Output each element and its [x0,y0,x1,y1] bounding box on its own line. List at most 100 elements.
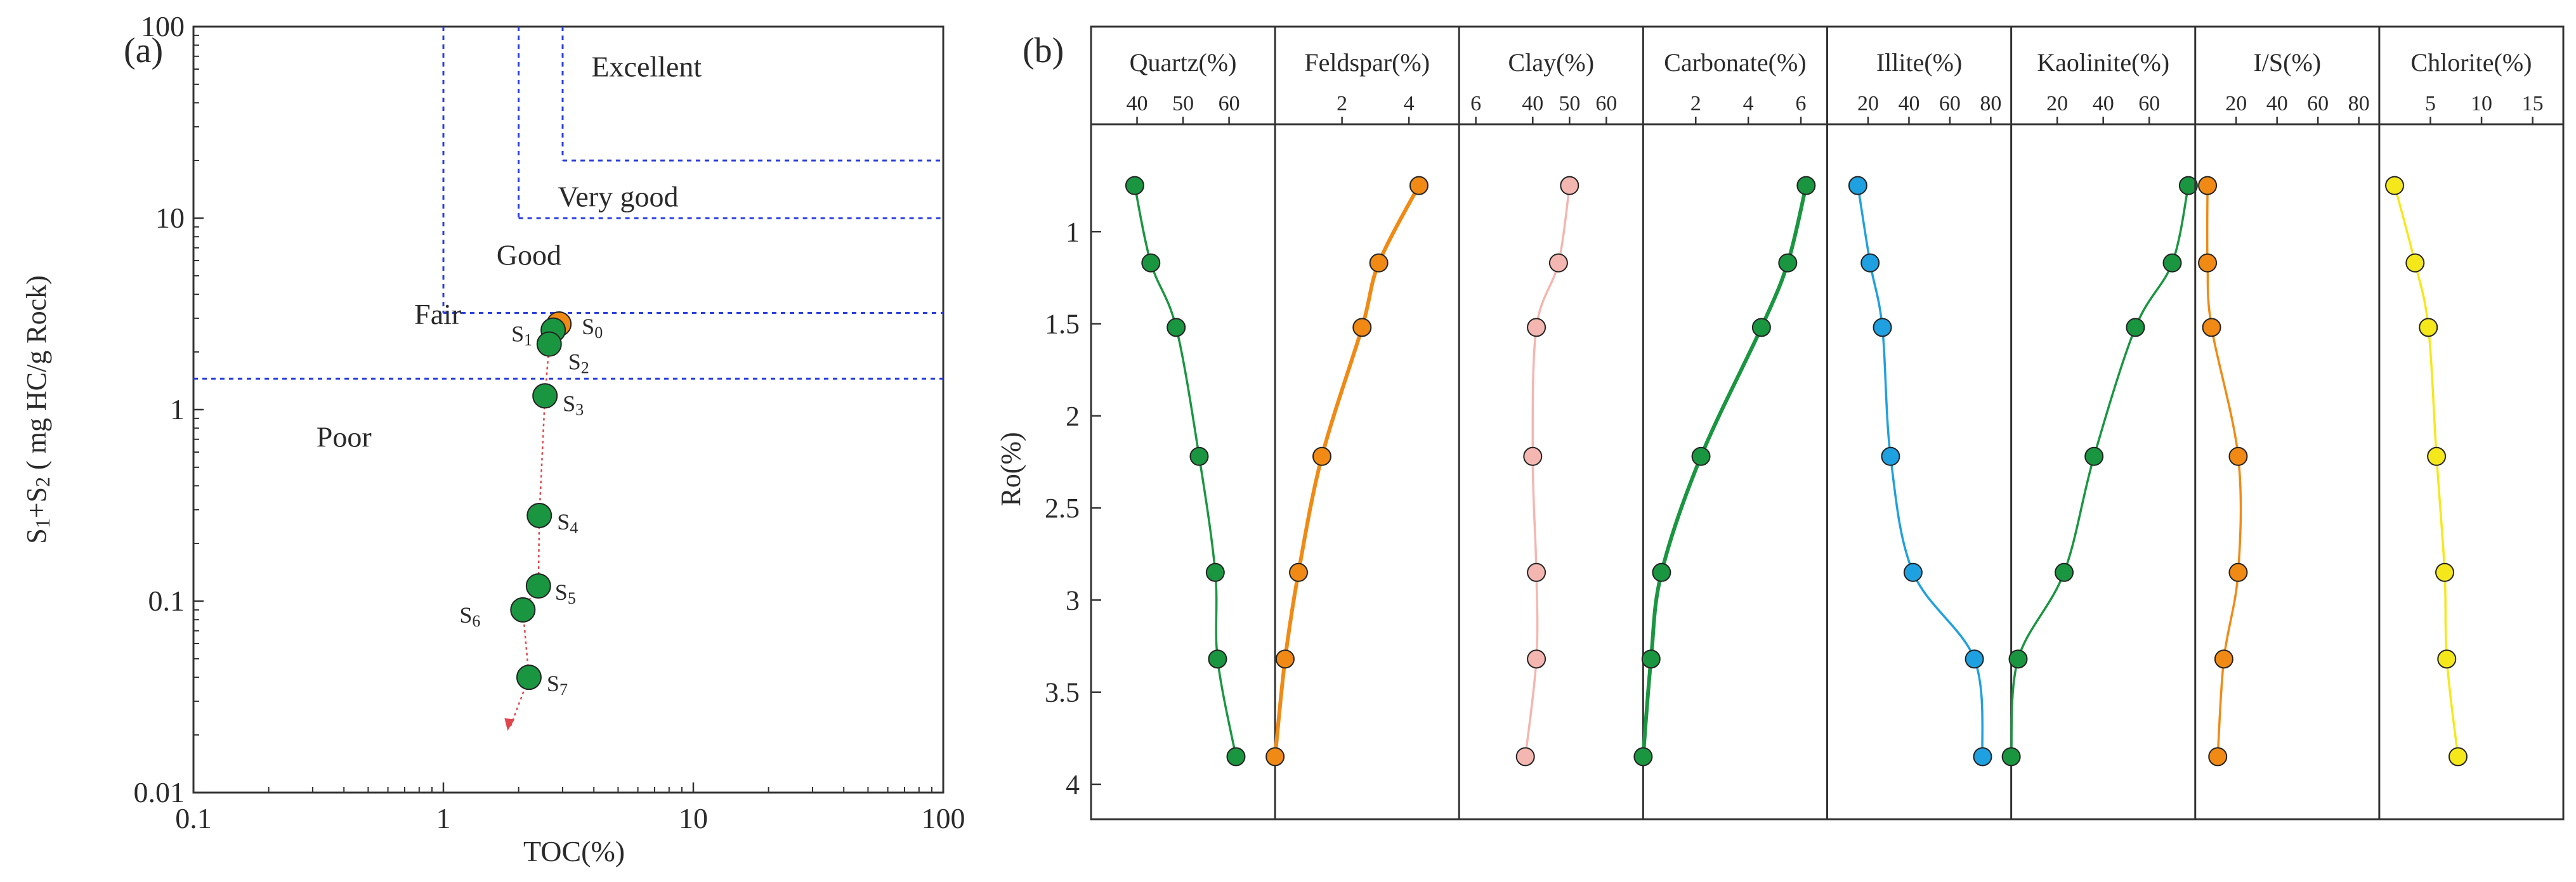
grade-boundaries [193,27,943,380]
sample-label: S5 [555,580,576,607]
track-point [2208,747,2228,767]
x-tick-label: 0.1 [175,802,212,834]
track-curve [1857,185,1984,757]
track-tick-label: 40 [1898,92,1919,115]
track-point [2448,747,2468,767]
track-tick-label: 40 [2093,92,2114,115]
track-point [1527,562,1546,582]
track-point [1652,562,1671,582]
track-tick-label: 15 [2522,92,2544,115]
track-tick-label: 20 [2046,92,2068,115]
panel-b-label: (b) [1023,31,1064,70]
track-point [1641,649,1661,669]
track-tick-label: 4 [1743,92,1754,115]
sample-point-s2 [536,331,562,357]
track-title: I/S(%) [2253,48,2321,77]
track-point [2162,253,2182,273]
track-title: Carbonate(%) [1664,48,1806,77]
track-curve [1273,185,1421,757]
grade-label: Fair [414,298,461,330]
y-tick-label: 0.1 [148,585,185,617]
track-point [1189,446,1209,466]
sample-label: S4 [557,509,578,537]
track-tick-label: 2 [1690,92,1701,115]
track-point [1903,562,1923,582]
ro-tick-label: 1 [1066,216,1080,247]
track-tick-label: 5 [2425,92,2436,115]
panel-b-chart: 1 1.5 2 2.5 3 3.5 4 Quartz(%) 40 50 60 Feldspar(%)… [995,25,2565,820]
track-curve [2393,185,2459,757]
track-point [1691,446,1711,466]
track-point [2385,176,2405,195]
track-point [2126,318,2145,337]
grade-label: Good [497,239,561,271]
track-kaolinite: Kaolinite(%) 20 40 60 [2001,27,2198,819]
grade-labels: Excellent Very good Good Fair Poor [317,50,702,453]
grade-label: Very good [558,181,678,213]
track-point [2084,446,2104,466]
track-tick-label: 40 [1127,92,1148,115]
y-tick-label: 10 [155,202,185,234]
x-tick-label: 1 [436,802,451,834]
track-tick-label: 60 [1595,92,1617,115]
track-point [1409,176,1429,195]
track-tick-label: 40 [1522,92,1543,115]
track-tick-label: 60 [1219,92,1240,115]
track-is: I/S(%) 20 40 60 80 [2194,27,2370,819]
track-point [1275,649,1295,669]
track-title: Kaolinite(%) [2037,48,2169,77]
track-curve [2206,185,2242,757]
ro-axis-label: Ro(%) [995,432,1026,506]
track-point [1141,253,1161,273]
track-tick-label: 40 [2266,92,2288,115]
track-point [2228,446,2248,466]
sample-label: S1 [511,321,532,349]
track-point [2198,253,2218,273]
track-point [1848,176,1867,195]
grade-label: Excellent [591,50,702,82]
x-tick-label: 10 [679,802,708,834]
sample-point-s6 [510,597,536,623]
track-point [1973,747,1992,767]
track-point [1515,747,1535,767]
track-point [1369,253,1389,273]
toc-axis-label: TOC(%) [523,835,625,867]
track-tick-label: 80 [1980,92,2001,115]
track-point [1560,176,1579,195]
ro-tick-label: 4 [1066,769,1080,800]
track-point [2001,747,2021,767]
sample-points: S0 S1 S2 S3 S4 S5 S6 S7 [459,311,603,731]
track-point [2405,253,2425,273]
track-tick-label: 60 [1939,92,1961,115]
panel-a-label: (a) [124,31,163,70]
sample-label: S3 [563,391,584,418]
track-title: Quartz(%) [1130,48,1237,77]
track-title: Chlorite(%) [2410,48,2532,77]
track-clay: Clay(%) 40 50 60 [1458,27,1617,819]
ro-axis-ticks: 1 1.5 2 2.5 3 3.5 4 [1045,216,1101,800]
track-point [2427,446,2447,466]
track-point [2055,562,2074,582]
track-curve [2010,185,2190,757]
track-point [1796,176,1816,195]
track-point [1352,318,1372,337]
track-tick-label: 50 [1172,92,1194,115]
track-point [1226,747,1246,767]
track-point [1633,747,1653,767]
track-point [2437,649,2457,669]
track-tick-label: 50 [1559,92,1580,115]
track-point [1881,446,1900,466]
track-tick-label: 20 [2225,92,2247,115]
track-point [1527,318,1546,337]
track-point [2435,562,2455,582]
y-tick-label: 100 [141,10,185,42]
track-feldspar: Feldspar(%) 2 4 6 [1265,27,1481,819]
sample-point-s5 [525,573,551,599]
track-title: Clay(%) [1508,48,1595,77]
track-title: Illite(%) [1876,48,1963,77]
track-point [2198,176,2218,195]
track-point [1873,318,1892,337]
track-point [1527,649,1546,669]
